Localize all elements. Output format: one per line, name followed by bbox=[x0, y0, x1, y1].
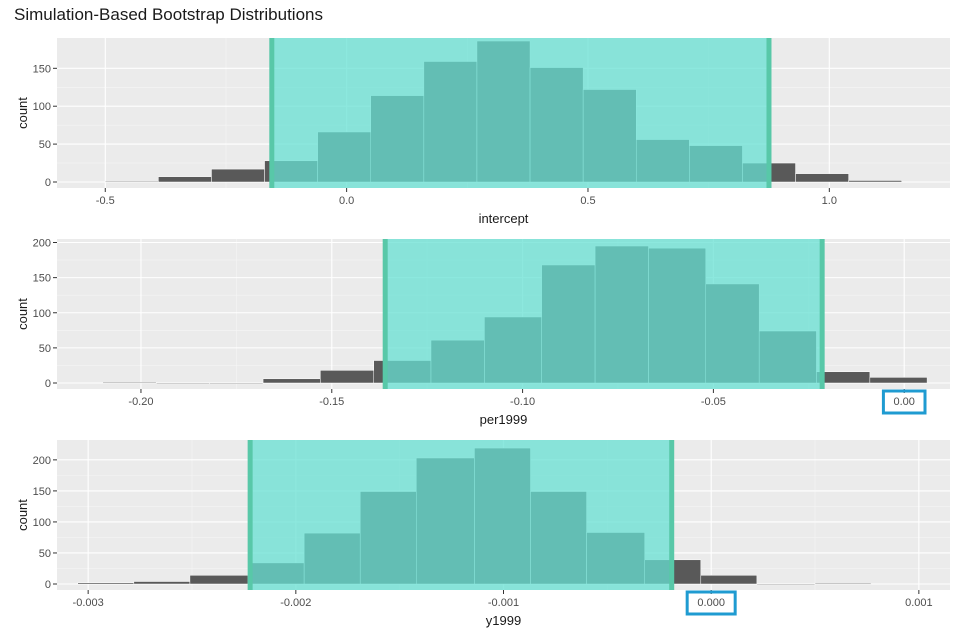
x-tick-label: 0.0 bbox=[339, 195, 354, 207]
y-tick-label: 50 bbox=[39, 548, 51, 560]
figure-title: Simulation-Based Bootstrap Distributions bbox=[14, 5, 323, 24]
x-tick-label: 1.0 bbox=[822, 195, 837, 207]
x-tick-label: -0.20 bbox=[128, 396, 153, 408]
highlight-box bbox=[685, 590, 737, 616]
y-axis-title: count bbox=[15, 499, 30, 531]
histogram-bar bbox=[211, 168, 265, 183]
x-axis-title: per1999 bbox=[480, 412, 528, 427]
histogram-bar bbox=[209, 382, 264, 385]
histogram-bar bbox=[189, 575, 249, 585]
histogram-bar bbox=[700, 575, 758, 585]
x-tick-label: -0.15 bbox=[319, 396, 344, 408]
x-tick-label: -0.002 bbox=[280, 597, 311, 609]
x-axis-title: intercept bbox=[479, 211, 529, 226]
y-tick-label: 50 bbox=[39, 139, 51, 151]
y-tick-label: 150 bbox=[33, 273, 51, 285]
histogram-bar bbox=[155, 382, 210, 385]
histogram-bar bbox=[133, 581, 191, 585]
y-tick-label: 150 bbox=[33, 486, 51, 498]
x-tick-label: -0.05 bbox=[701, 396, 726, 408]
ci-shade bbox=[250, 440, 672, 590]
x-tick-label: -0.5 bbox=[96, 195, 115, 207]
y-tick-label: 100 bbox=[33, 308, 51, 320]
panel-per1999: -0.20 -0.15 -0.10 -0.05 0.00 0 50 100 150 200 per1… bbox=[15, 238, 950, 427]
y-axis-title: count bbox=[15, 97, 30, 129]
x-tick-label: -0.10 bbox=[510, 396, 535, 408]
y-tick-label: 150 bbox=[33, 63, 51, 75]
x-tick-label: 0.00 bbox=[893, 396, 914, 408]
y-axis-title: count bbox=[15, 298, 30, 330]
y-tick-label: 0 bbox=[45, 177, 51, 189]
y-tick-label: 0 bbox=[45, 378, 51, 390]
histogram-bar bbox=[262, 378, 321, 384]
x-axis-title: y1999 bbox=[486, 613, 521, 628]
ci-shade bbox=[385, 239, 823, 389]
panel-intercept: -0.5 0.0 0.5 1.0 0 50 100 150 intercept count bbox=[15, 38, 950, 226]
ci-shade bbox=[271, 38, 769, 188]
y-tick-label: 200 bbox=[33, 455, 51, 467]
histogram-bar bbox=[756, 583, 816, 586]
y-tick-label: 100 bbox=[33, 101, 51, 113]
x-tick-label: 0.000 bbox=[697, 597, 725, 609]
highlight-box bbox=[881, 389, 927, 415]
x-tick-label: 0.5 bbox=[580, 195, 595, 207]
x-tick-label: 0.001 bbox=[905, 597, 933, 609]
histogram-bar bbox=[814, 583, 872, 585]
panel-y1999: -0.003 -0.002 -0.001 0.000 0.001 0 50 100 150 200… bbox=[15, 440, 950, 628]
x-tick-label: -0.001 bbox=[488, 597, 519, 609]
histogram-bar bbox=[77, 582, 135, 585]
histogram-bar bbox=[105, 180, 159, 183]
x-tick-label: -0.003 bbox=[73, 597, 104, 609]
histogram-bar bbox=[848, 180, 902, 183]
histogram-bar bbox=[158, 176, 212, 183]
y-tick-label: 200 bbox=[33, 238, 51, 250]
y-tick-label: 50 bbox=[39, 343, 51, 355]
histogram-bar bbox=[102, 382, 157, 384]
histogram-bar bbox=[320, 370, 374, 384]
y-tick-label: 100 bbox=[33, 517, 51, 529]
histogram-bar bbox=[869, 377, 928, 384]
y-tick-label: 0 bbox=[45, 579, 51, 591]
histogram-bar bbox=[795, 173, 849, 183]
